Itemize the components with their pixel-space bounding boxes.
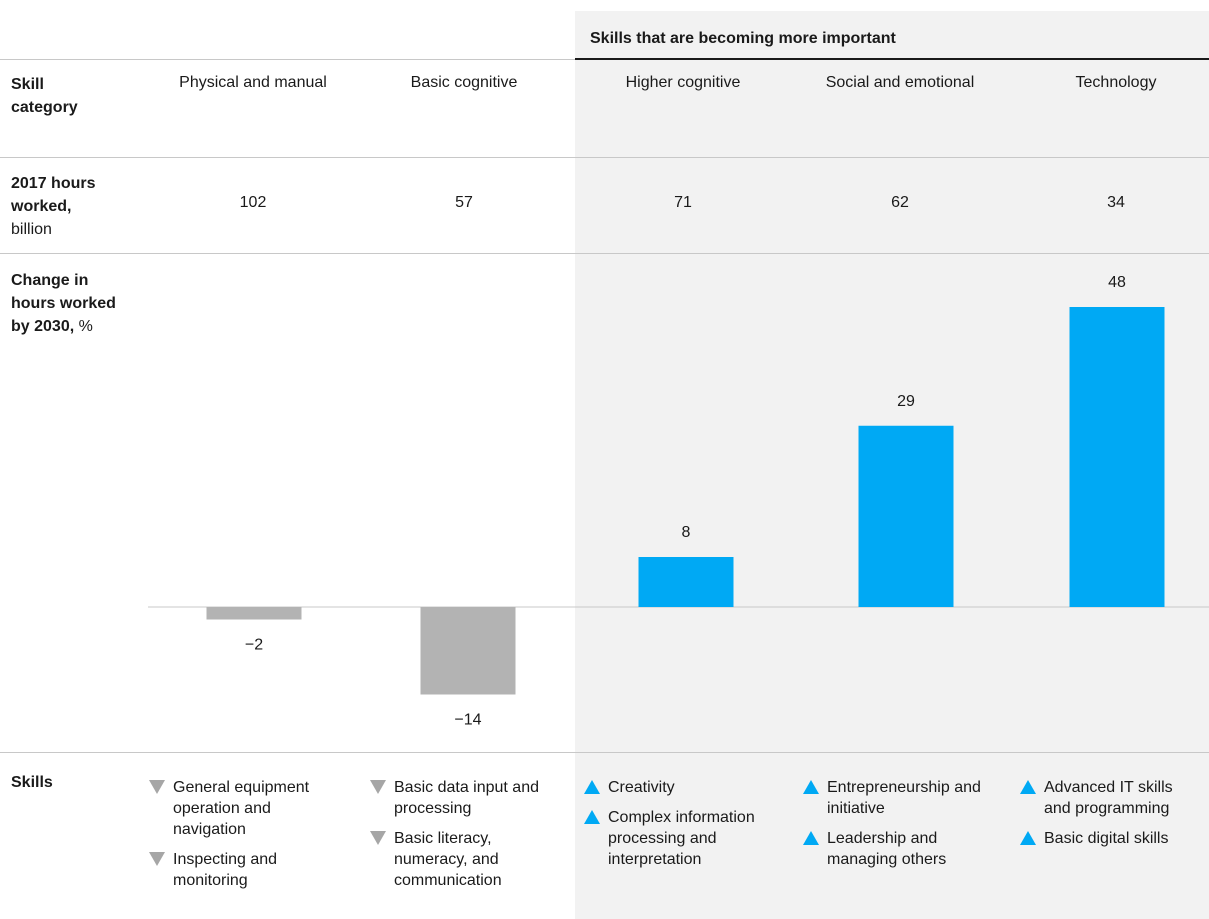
hours-higher-cognitive: 71 [674, 194, 692, 211]
category-technology: Technology [1075, 74, 1157, 91]
skills-column-basic-cognitive: Basic data input and processing Basic lit… [368, 777, 568, 900]
hours-divider [0, 253, 1209, 254]
triangle-up-icon [1020, 831, 1036, 845]
hours-label-text: 2017 hours worked, [11, 175, 96, 215]
skill-label: Inspecting and monitoring [173, 851, 278, 889]
category-social-emotional: Social and emotional [825, 74, 975, 91]
bar-value-label-technology: 48 [1108, 274, 1126, 291]
hours-social-emotional: 62 [891, 194, 909, 211]
skill-item: Complex information processing and inter… [582, 807, 782, 870]
skill-item: Creativity [582, 777, 782, 798]
bar-value-label-physical: −2 [245, 637, 263, 654]
skill-label: Complex information processing and inter… [608, 809, 755, 868]
skill-item: Basic digital skills [1018, 828, 1203, 849]
skill-item: Entrepreneurship and initiative [801, 777, 1001, 819]
skill-item: Leadership and managing others [801, 828, 1001, 870]
skill-label: Basic literacy, numeracy, and communicat… [394, 830, 502, 889]
hours-physical: 102 [239, 194, 267, 211]
category-higher-cognitive: Higher cognitive [625, 74, 741, 91]
bar-physical [206, 607, 302, 620]
row-label-skills: Skills [11, 771, 53, 794]
hours-technology: 34 [1107, 194, 1125, 211]
skills-column-technology: Advanced IT skills and programming Basic … [1018, 777, 1203, 858]
bar-value-label-higher-cognitive: 8 [682, 524, 691, 541]
triangle-up-icon [1020, 780, 1036, 794]
row-label-category: Skill category [11, 73, 101, 119]
skill-label: Leadership and managing others [827, 830, 947, 868]
skill-label: Basic digital skills [1044, 830, 1169, 847]
triangle-down-icon [370, 780, 386, 794]
skill-item: Advanced IT skills and programming [1018, 777, 1203, 819]
skill-item: Basic literacy, numeracy, and communicat… [368, 828, 568, 891]
bar-value-label-basic-cognitive: −14 [454, 712, 481, 729]
category-physical: Physical and manual [179, 74, 327, 91]
skill-item: Inspecting and monitoring [147, 849, 347, 891]
triangle-down-icon [149, 852, 165, 866]
bar-social-emotional [858, 425, 954, 607]
bar-value-label-social-emotional: 29 [897, 393, 915, 410]
triangle-up-icon [803, 780, 819, 794]
skill-label: Advanced IT skills and programming [1044, 779, 1173, 817]
change-label-unit: % [78, 318, 93, 335]
triangle-down-icon [370, 831, 386, 845]
skills-column-higher-cognitive: Creativity Complex information processing… [582, 777, 782, 879]
row-label-change: Change in hours worked by 2030, % [11, 269, 116, 338]
skills-column-physical: General equipment operation and navigati… [147, 777, 347, 900]
skill-label: Entrepreneurship and initiative [827, 779, 981, 817]
skill-label: Creativity [608, 779, 675, 796]
skill-label: General equipment operation and navigati… [173, 779, 310, 838]
skill-item: General equipment operation and navigati… [147, 777, 347, 840]
triangle-up-icon [584, 780, 600, 794]
triangle-up-icon [803, 831, 819, 845]
header-divider [0, 59, 575, 60]
bar-technology [1069, 307, 1165, 607]
banner-rule [575, 58, 1209, 60]
hours-label-unit: billion [11, 221, 52, 238]
category-divider [0, 157, 1209, 158]
category-label-text: Skill category [11, 76, 78, 116]
skill-item: Basic data input and processing [368, 777, 568, 819]
triangle-down-icon [149, 780, 165, 794]
triangle-up-icon [584, 810, 600, 824]
skill-label: Basic data input and processing [394, 779, 539, 817]
bar-basic-cognitive [420, 607, 516, 695]
important-skills-banner: Skills that are becoming more important [590, 30, 896, 47]
row-label-hours: 2017 hours worked, billion [11, 172, 121, 241]
category-basic-cognitive: Basic cognitive [410, 74, 518, 91]
change-divider [0, 752, 1209, 753]
skills-label-text: Skills [11, 774, 53, 791]
bar-higher-cognitive [638, 557, 734, 607]
hours-basic-cognitive: 57 [455, 194, 473, 211]
skills-column-social-emotional: Entrepreneurship and initiative Leadershi… [801, 777, 1001, 879]
change-label-text: Change in hours worked by 2030, [11, 272, 116, 335]
